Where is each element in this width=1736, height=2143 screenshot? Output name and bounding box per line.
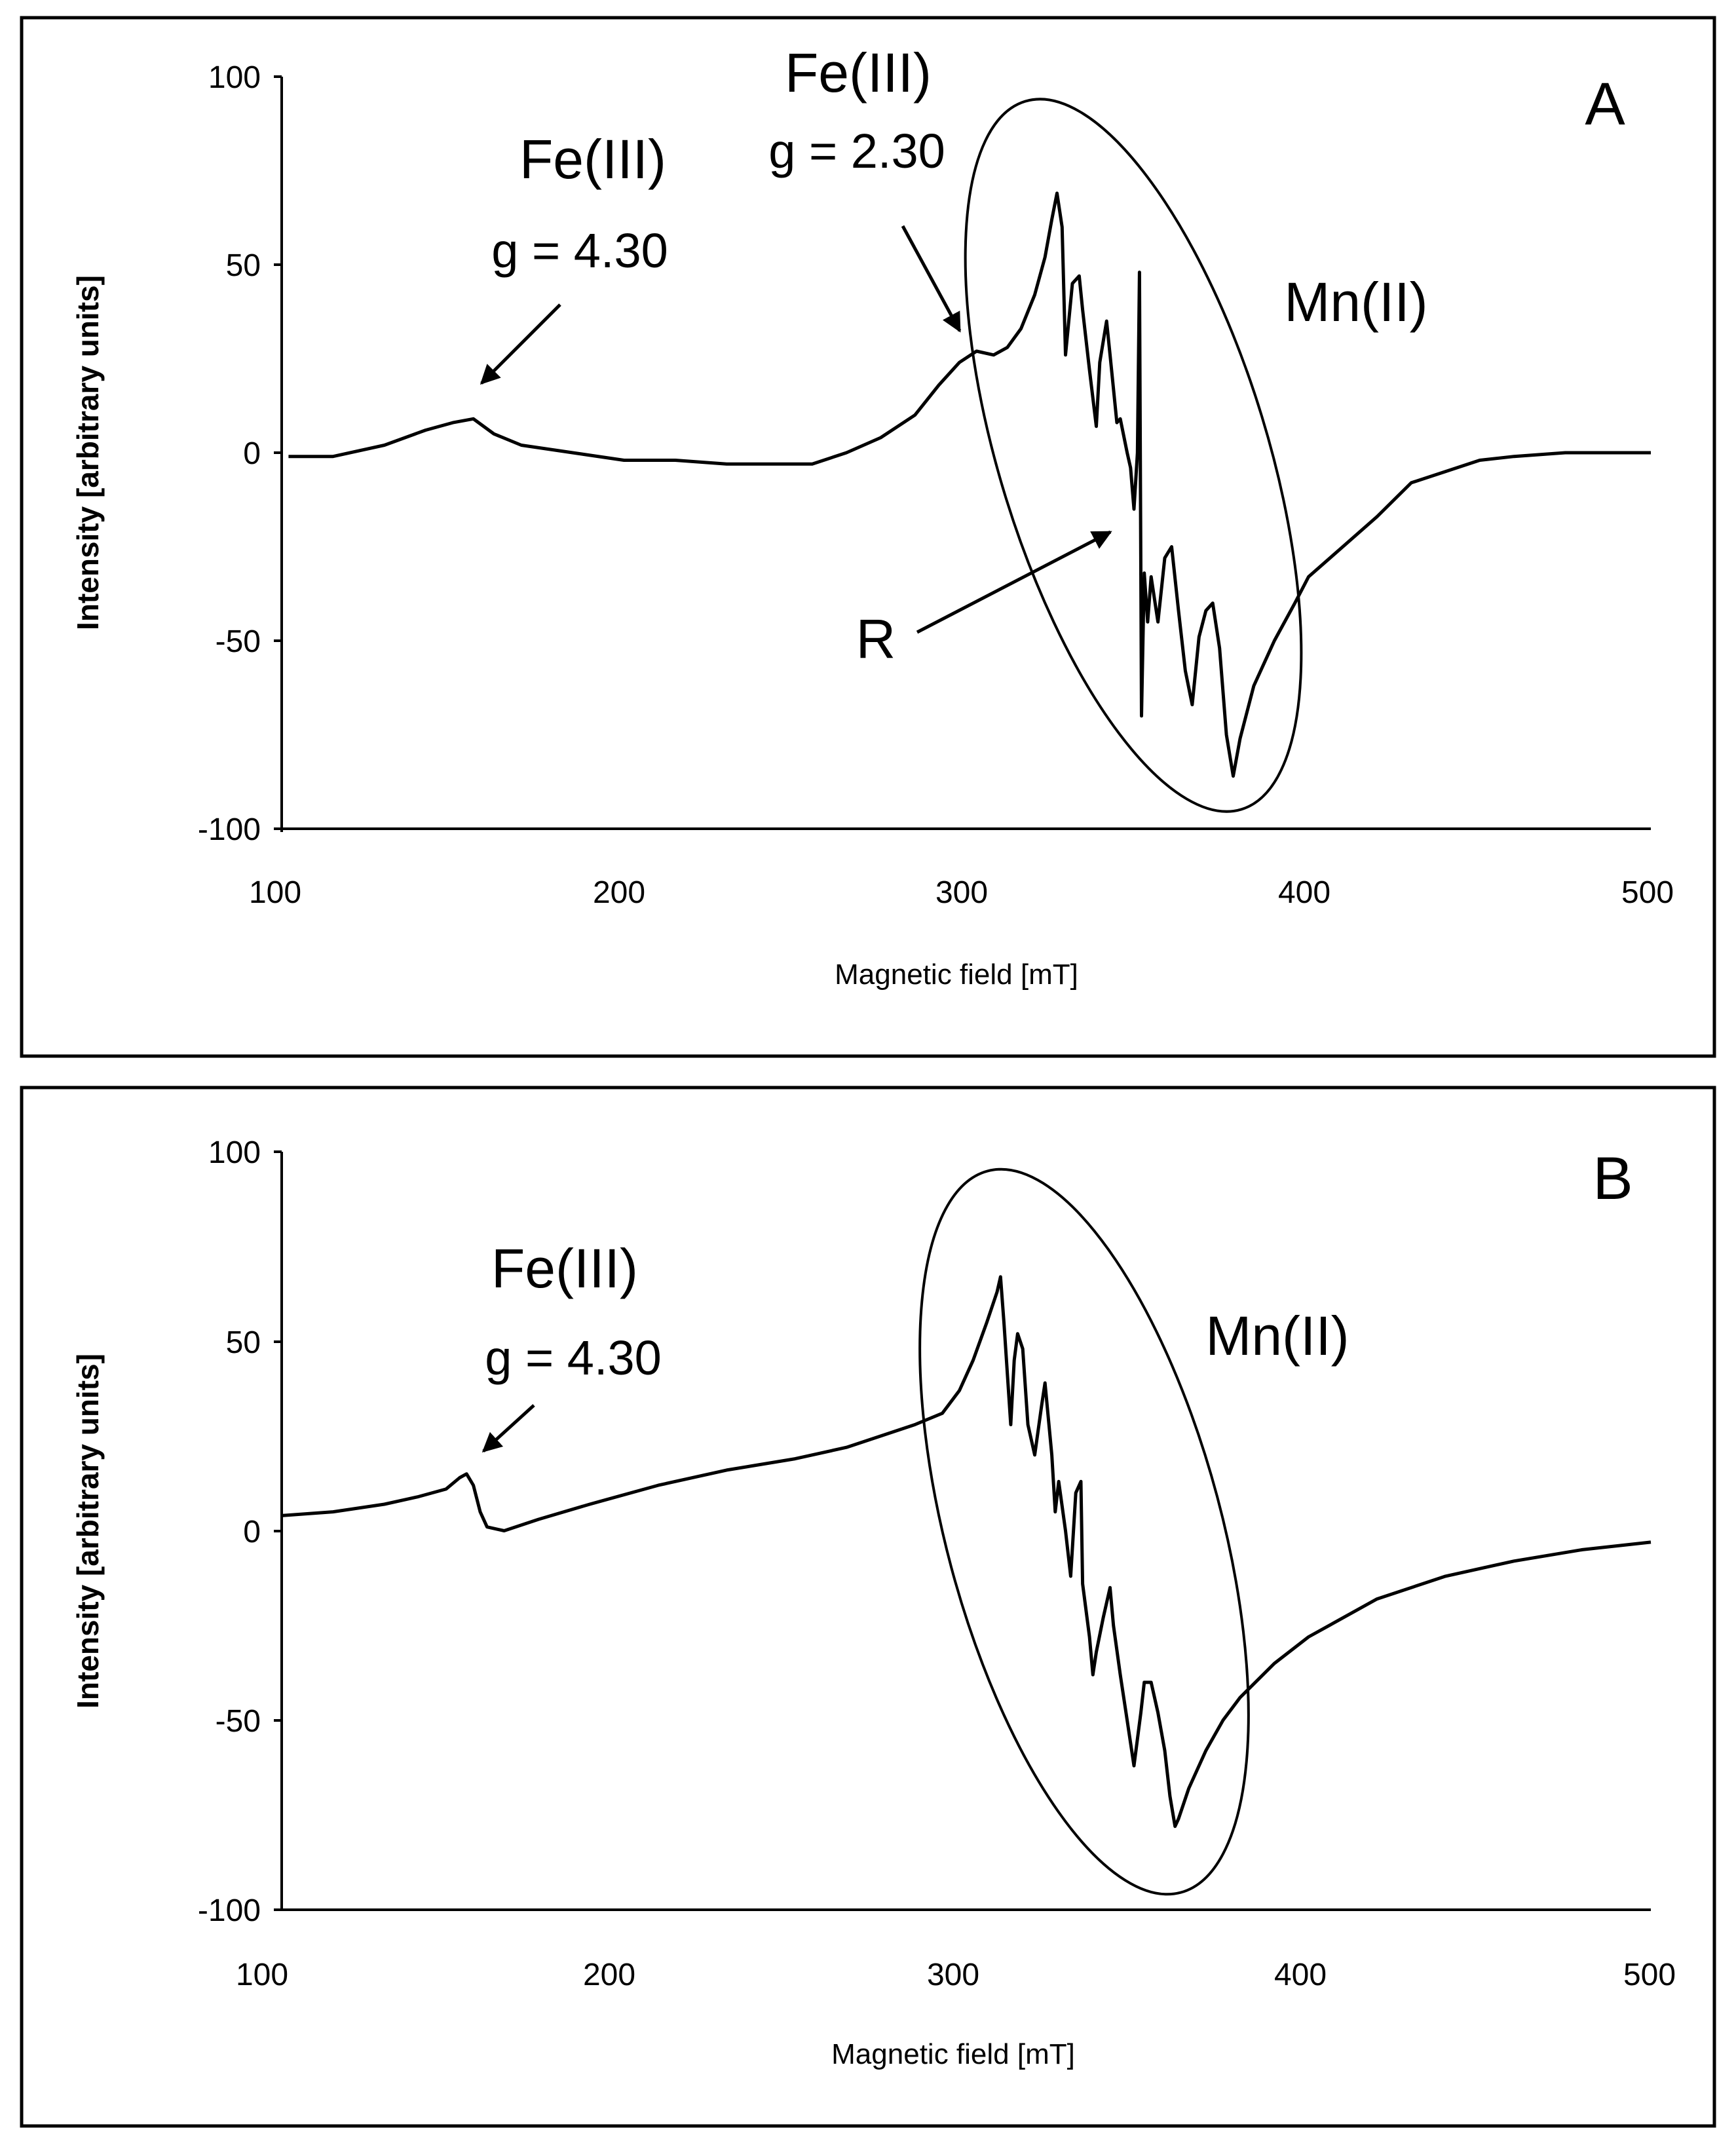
panel-b-annotations: B Fe(III) g = 4.30 Mn(II) [481, 1145, 1633, 1896]
panel-b-x-tick-label: 500 [1623, 1958, 1676, 1992]
panel-a-arrow-r [916, 530, 1112, 634]
panel-b-y-tick-label: -50 [216, 1704, 261, 1739]
panel-b-frame [20, 1086, 1716, 2128]
panel-a-x-axis-title: Magnetic field [mT] [835, 958, 1078, 991]
panel-a-y-tick-label: -100 [198, 812, 261, 847]
panel-b-y-tick-label: -100 [198, 1893, 261, 1928]
panel-a-spectrum-line [288, 191, 1651, 778]
panel-b-fe-label: Fe(III) [491, 1238, 638, 1299]
panel-b-spectrum-line [281, 1275, 1651, 1829]
panel-a-mn-ellipse [964, 98, 1303, 813]
panel-b-y-tick-label: 50 [226, 1325, 261, 1360]
panel-b-y-tick-label: 100 [208, 1135, 261, 1170]
panel-b-x-tick-label: 200 [583, 1958, 635, 1992]
panel-a-x-tick-label: 100 [249, 875, 301, 910]
panel-b-y-axis: 100 50 0 -50 -100 Intensity [arbitrary u… [71, 1135, 283, 1928]
panel-b-y-axis-title: Intensity [arbitrary units] [71, 1354, 105, 1709]
panel-a-x-tick-label: 300 [935, 875, 988, 910]
panel-b-fe-sublabel: g = 4.30 [485, 1331, 662, 1385]
panel-b-x-axis: 100 200 300 400 500 Magnetic field [mT] [236, 1908, 1676, 2070]
panel-b-x-tick-label: 100 [236, 1958, 288, 1992]
panel-a-r-label: R [856, 608, 896, 670]
panel-a-letter: A [1585, 71, 1625, 138]
panel-b-x-tick-label: 400 [1274, 1958, 1327, 1992]
panel-a-x-tick-label: 200 [593, 875, 645, 910]
panel-b-x-tick-label: 300 [927, 1958, 979, 1992]
panel-a-fe-sublabel-2: g = 2.30 [768, 124, 945, 178]
panel-a-y-tick-label: 0 [243, 436, 261, 471]
panel-a-x-tick-label: 500 [1621, 875, 1674, 910]
panel-b-mn-label: Mn(II) [1205, 1305, 1349, 1367]
panel-a-x-axis: 100 200 300 400 500 Magnetic field [mT] [249, 827, 1674, 991]
panel-b-mn-ellipse [918, 1167, 1250, 1896]
panel-a-arrow-fe-2-30 [901, 225, 962, 333]
panel-a-fe-label-2: Fe(III) [785, 42, 932, 104]
panel-b-letter: B [1593, 1145, 1632, 1212]
panel-b-y-tick-label: 0 [243, 1515, 261, 1549]
panel-a-mn-label: Mn(II) [1284, 271, 1427, 333]
panel-a-fe-label-1: Fe(III) [519, 128, 666, 190]
panel-b-x-axis-title: Magnetic field [mT] [831, 2038, 1075, 2070]
panel-b: 100 50 0 -50 -100 Intensity [arbitrary u… [20, 1086, 1716, 2128]
panel-a-y-tick-label: 50 [226, 248, 261, 283]
panel-a-annotations: A Fe(III) g = 4.30 Fe(III) g = 2.30 Mn(I… [480, 42, 1625, 813]
panel-a-y-axis: 100 50 0 -50 -100 Intensity [arbitrary u… [71, 60, 283, 847]
panel-a-arrow-fe-4-30 [480, 303, 561, 385]
panel-a-frame [20, 16, 1716, 1058]
panel-a: 100 50 0 -50 -100 Intensity [arbitrary u… [20, 16, 1716, 1058]
panel-a-y-tick-label: -50 [216, 624, 261, 659]
panel-a-y-tick-label: 100 [208, 60, 261, 95]
panel-a-y-axis-title: Intensity [arbitrary units] [71, 275, 105, 630]
panel-a-x-tick-label: 400 [1278, 875, 1330, 910]
panel-a-fe-sublabel-1: g = 4.30 [491, 223, 668, 278]
panel-b-arrow-fe-4-30 [481, 1404, 535, 1453]
